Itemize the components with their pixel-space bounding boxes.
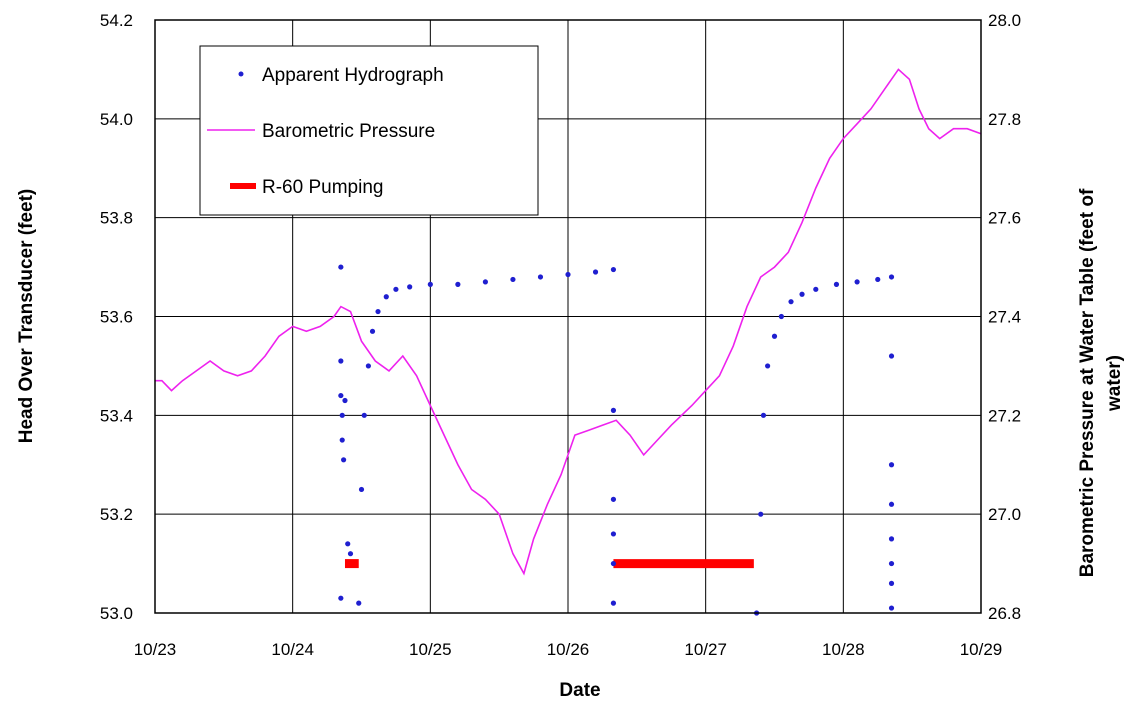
legend-marker-hydrograph	[238, 71, 244, 77]
hydrograph-point	[482, 279, 488, 285]
hydrograph-point	[888, 605, 895, 611]
hydrograph-point	[361, 412, 367, 418]
hydrograph-point	[369, 328, 376, 334]
hydrograph-point	[778, 313, 784, 320]
y-right-axis-title-line1: Barometric Pressure at Water Table (feet…	[1077, 188, 1098, 577]
hydrograph-series	[338, 264, 895, 616]
hydrograph-point	[610, 531, 617, 537]
hydrograph-point	[610, 407, 617, 413]
hydrograph-point	[339, 437, 345, 443]
hydrograph-point	[338, 595, 344, 601]
hydrograph-point	[339, 412, 345, 418]
hydrograph-point	[375, 308, 381, 315]
hydrograph-point	[338, 358, 344, 364]
legend-label-hydrograph: Apparent Hydrograph	[262, 65, 444, 86]
plot-area-border	[154, 19, 982, 614]
hydrograph-point	[854, 279, 860, 285]
y-left-tick-label: 54.0	[100, 110, 133, 129]
x-tick-label: 10/29	[960, 640, 1003, 659]
hydrograph-point	[888, 274, 895, 280]
y-left-tick-label: 54.2	[100, 11, 133, 30]
hydrograph-point	[358, 486, 365, 493]
hydrograph-point	[427, 281, 433, 287]
y-right-tick-label: 27.8	[988, 110, 1021, 129]
hydrograph-point	[875, 276, 881, 283]
y-left-tick-label: 53.2	[100, 505, 133, 524]
hydrograph-point	[342, 397, 348, 404]
hydrograph-point	[799, 291, 805, 297]
hydrograph-point	[610, 266, 617, 273]
hydrograph-point	[771, 333, 778, 339]
hydrograph-point	[365, 363, 371, 369]
legend-label-barometric: Barometric Pressure	[262, 121, 435, 142]
x-tick-label: 10/24	[271, 640, 314, 659]
hydrograph-point	[341, 457, 347, 463]
hydrograph-point	[338, 264, 344, 270]
y-left-tick-label: 53.0	[100, 604, 133, 623]
x-tick-label: 10/26	[547, 640, 590, 659]
y-left-axis-title: Head Over Transducer (feet)	[16, 189, 37, 443]
hydrograph-point	[788, 299, 794, 305]
y-left-axis-ticks: 53.0 53.2 53.4 53.6 53.8 54.0 54.2	[100, 11, 133, 623]
legend: Apparent Hydrograph Barometric Pressure …	[199, 45, 539, 216]
x-axis-title: Date	[559, 680, 600, 701]
hydrograph-point	[393, 286, 399, 292]
hydrograph-point	[888, 462, 895, 468]
hydrograph-point	[765, 363, 771, 369]
hydrograph-point	[760, 412, 767, 418]
hydrograph-point	[610, 496, 617, 502]
hydrograph-point	[833, 281, 840, 287]
x-tick-label: 10/27	[684, 640, 727, 659]
legend-label-pumping: R-60 Pumping	[262, 177, 383, 198]
y-right-axis-title-line2: water)	[1104, 355, 1125, 412]
x-tick-label: 10/25	[409, 640, 452, 659]
hydrograph-point	[888, 580, 895, 586]
hydrograph-point	[345, 541, 351, 547]
legend-box	[199, 45, 539, 216]
hydrograph-point	[347, 551, 354, 557]
y-right-tick-label: 27.6	[988, 209, 1021, 228]
hydrograph-point	[455, 281, 461, 287]
x-tick-label: 10/28	[822, 640, 865, 659]
hydrograph-point	[338, 392, 344, 399]
barometric-series	[155, 68, 982, 576]
hydrograph-point	[888, 536, 895, 542]
y-right-tick-label: 26.8	[988, 604, 1021, 623]
hydrograph-point	[537, 274, 544, 280]
hydrograph-point	[888, 501, 895, 507]
y-right-tick-label: 27.0	[988, 505, 1021, 524]
hydrograph-point	[356, 600, 362, 606]
hydrograph-point	[407, 284, 413, 290]
hydrograph-point	[592, 269, 599, 275]
hydrograph-point	[565, 271, 571, 278]
hydrograph-point	[813, 286, 819, 292]
y-left-tick-label: 53.6	[100, 308, 133, 327]
y-right-tick-label: 27.4	[988, 308, 1021, 327]
hydrograph-point	[610, 560, 617, 567]
hydrograph-point	[510, 276, 516, 283]
y-right-axis-ticks: 26.8 27.0 27.2 27.4 27.6 27.8 28.0	[988, 11, 1021, 623]
x-tick-label: 10/23	[134, 640, 177, 659]
y-right-tick-label: 28.0	[988, 11, 1021, 30]
hydrograph-point	[758, 511, 764, 517]
y-left-tick-label: 53.4	[100, 406, 133, 425]
y-right-tick-label: 27.2	[988, 406, 1021, 425]
y-left-tick-label: 53.8	[100, 209, 133, 228]
grid	[155, 20, 981, 613]
x-axis-ticks: 10/23 10/24 10/25 10/26 10/27 10/28 10/29	[134, 640, 1003, 659]
hydrograph-point	[888, 560, 895, 567]
hydrograph-point	[888, 353, 895, 359]
hydrograph-point	[610, 600, 617, 606]
barometric-line	[155, 68, 982, 576]
hydrograph-point	[383, 294, 389, 300]
